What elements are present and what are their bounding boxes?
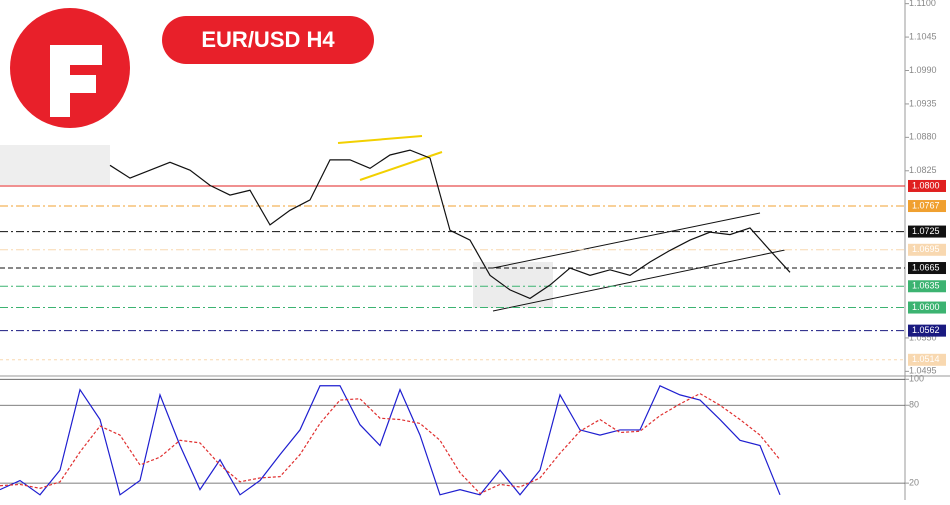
y-tick-label: 1.1045 [909, 31, 937, 41]
level-label: 1.0665 [912, 262, 940, 272]
level-label: 1.0800 [912, 180, 940, 190]
series-line [0, 384, 781, 496]
level-label-box [908, 243, 946, 256]
level-label: 1.0514 [912, 354, 940, 364]
level-label-box [908, 301, 946, 314]
level-label: 1.0635 [912, 281, 940, 291]
level-label-box [908, 225, 946, 238]
y-tick-label: 1.0550 [909, 332, 937, 342]
level-label-box [908, 280, 946, 293]
y-tick-label: 1.1100 [909, 0, 936, 8]
level-label: 1.0600 [912, 302, 940, 312]
trend-line [337, 135, 423, 144]
y-tick-label: 1.0990 [909, 65, 937, 75]
level-label: 1.0767 [912, 200, 940, 210]
level-label-box [908, 324, 946, 337]
y-tick-label: 80 [909, 400, 919, 410]
level-label: 1.0725 [912, 226, 940, 236]
level-label: 1.0562 [912, 325, 940, 335]
logo-letter [50, 45, 102, 117]
shade [0, 145, 110, 185]
y-tick-label: 1.0825 [909, 165, 937, 175]
level-label-box [908, 179, 946, 192]
plot-area: 1.1100 1.1045 1.0990 1.0935 1.0880 1.0825 1.05… [0, 0, 946, 496]
series-line [109, 149, 791, 300]
logo [10, 8, 130, 128]
y-tick-label: 100 [909, 374, 924, 384]
y-tick-label: 20 [909, 478, 919, 488]
level-label-box [908, 353, 946, 366]
y-tick-label: 1.0495 [909, 366, 937, 376]
badge-text: EUR/USD H4 [201, 27, 335, 52]
y-tick-label: 1.0935 [909, 98, 937, 108]
series-line [0, 392, 781, 495]
badge [162, 16, 374, 64]
channel-line [492, 249, 786, 312]
level-label: 1.0695 [912, 244, 940, 254]
level-label-box [908, 262, 946, 275]
level-label-box [908, 200, 946, 213]
channel-line [492, 212, 761, 269]
y-tick-label: 1.0880 [909, 132, 937, 142]
trend-line [359, 151, 443, 181]
